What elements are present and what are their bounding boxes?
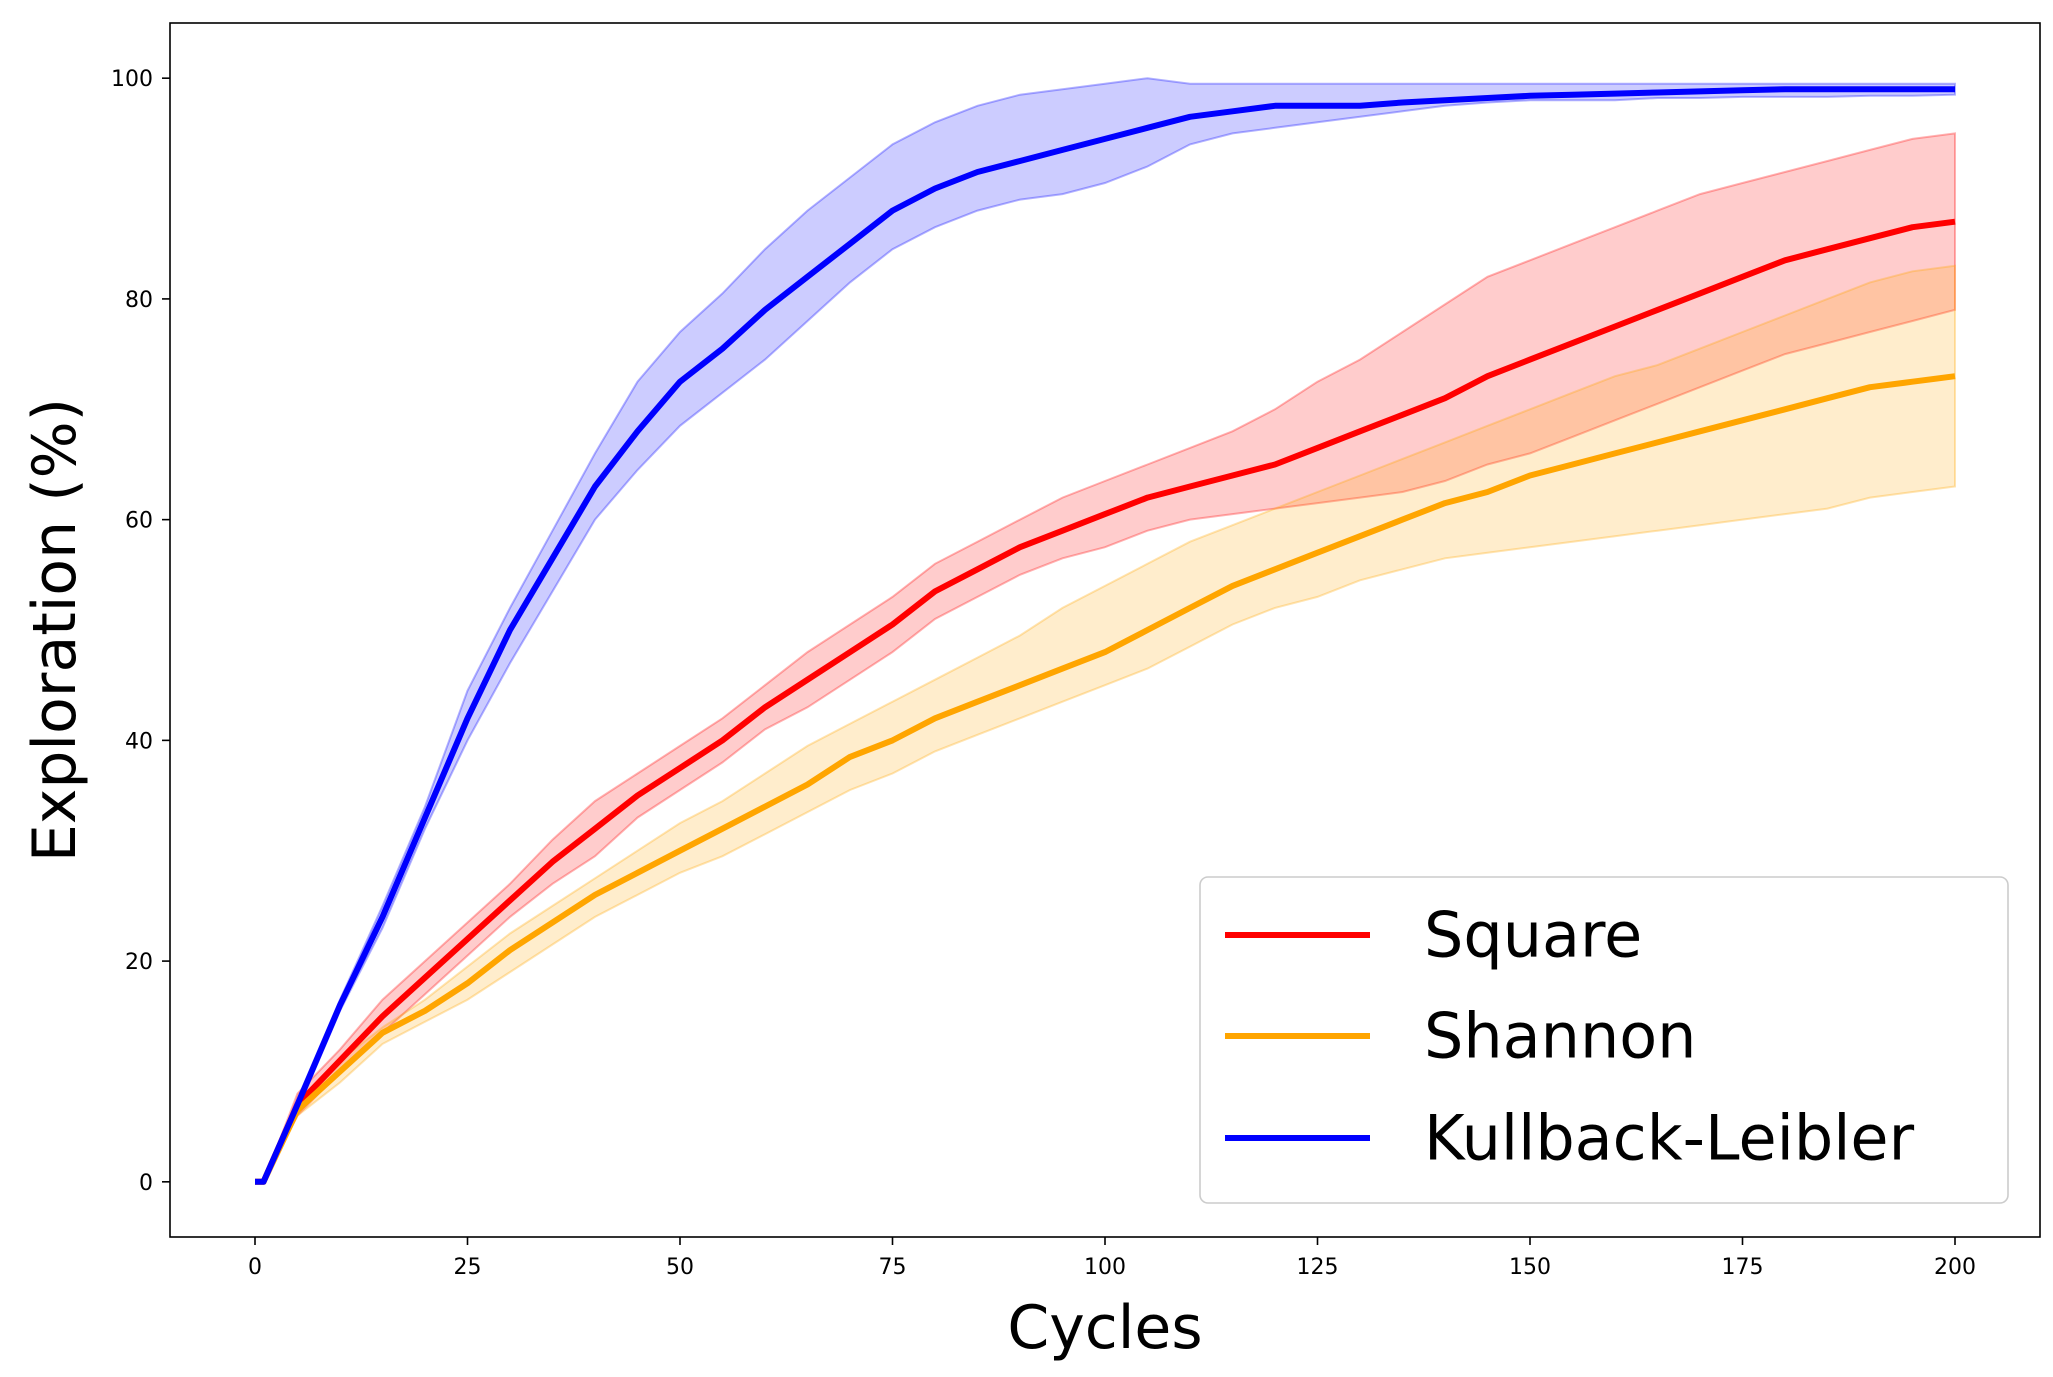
- x-tick-label: 175: [1722, 1255, 1764, 1280]
- band-series-0: [255, 132, 1956, 1183]
- legend-label-2: Kullback-Leibler: [1424, 1102, 1915, 1175]
- y-axis-ticks: 0 20 40 60 80 100: [111, 67, 170, 1196]
- x-tick-label: 100: [1084, 1255, 1126, 1280]
- legend-label-0: Square: [1424, 899, 1642, 972]
- line-series-1: [255, 373, 1956, 1185]
- x-tick-label: 200: [1934, 1255, 1976, 1280]
- y-tick-label: 0: [139, 1171, 153, 1196]
- x-tick-label: 25: [454, 1255, 482, 1280]
- y-tick-label: 100: [111, 67, 153, 92]
- y-axis-title: Exploration (%): [20, 398, 90, 862]
- legend-box: [1199, 876, 2009, 1204]
- y-tick-label: 60: [125, 509, 153, 534]
- x-tick-label: 125: [1297, 1255, 1339, 1280]
- line-series-2: [255, 86, 1955, 1185]
- line-series-0: [255, 218, 1956, 1185]
- x-tick-label: 0: [248, 1255, 262, 1280]
- x-tick-label: 75: [879, 1255, 907, 1280]
- series-lines: [255, 86, 1956, 1185]
- x-axis-ticks: 0 25 50 75 100 125 150 175 200: [248, 1237, 1976, 1280]
- x-tick-label: 50: [666, 1255, 694, 1280]
- y-tick-label: 20: [125, 950, 153, 975]
- x-tick-label: 150: [1509, 1255, 1551, 1280]
- y-tick-label: 40: [125, 729, 153, 754]
- band-series-1: [255, 264, 1956, 1183]
- y-tick-label: 80: [125, 288, 153, 313]
- legend-label-1: Shannon: [1424, 1000, 1696, 1073]
- x-axis-title: Cycles: [1007, 1293, 1202, 1363]
- legend: Square Shannon Kullback-Leibler: [1199, 876, 2009, 1204]
